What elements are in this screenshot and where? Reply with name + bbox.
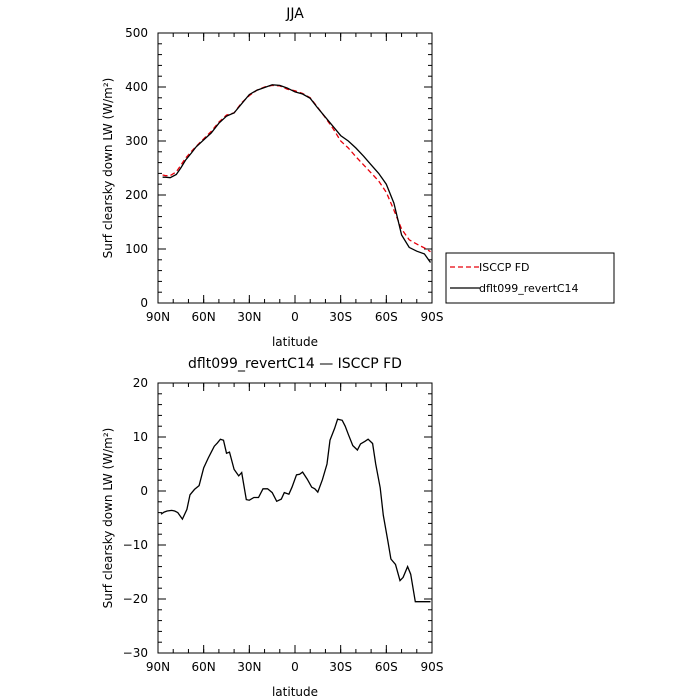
x-tick-label: 30N	[237, 310, 261, 324]
plot-frame	[157, 382, 433, 654]
y-tick-label: 400	[125, 80, 148, 94]
y-axis-label: Surf clearsky down LW (W/m²)	[101, 428, 115, 609]
x-tick-label: 60S	[375, 310, 398, 324]
chart-title: JJA	[285, 6, 304, 22]
y-tick-label: 0	[140, 296, 148, 310]
y-tick-label: −20	[123, 592, 148, 606]
legend-box	[445, 252, 615, 304]
x-tick-label: 90S	[421, 660, 444, 674]
bottom-panel: 90N 60N 30N 0 30S 60S 90S −30 −20 −10 0 10 20 dflt099…	[101, 356, 443, 699]
series-line-difference	[160, 418, 431, 603]
y-tick-label: 300	[125, 134, 148, 148]
y-tick-label: 500	[125, 26, 148, 40]
y-tick-label: −10	[123, 538, 148, 552]
legend: ISCCP FD dflt099_revertC14	[445, 252, 615, 304]
y-tick-label: 200	[125, 188, 148, 202]
x-tick-label: 60N	[192, 660, 216, 674]
y-tick-label: 100	[125, 242, 148, 256]
series-line-isccp-fd	[162, 84, 431, 253]
y-tick-label: 0	[140, 484, 148, 498]
x-tick-label: 60S	[375, 660, 398, 674]
x-axis-label: latitude	[272, 335, 318, 349]
chart-title: dflt099_revertC14 — ISCCP FD	[188, 356, 402, 372]
y-axis-label: Surf clearsky down LW (W/m²)	[101, 78, 115, 259]
x-tick-label: 30S	[329, 310, 352, 324]
x-axis-label: latitude	[272, 685, 318, 699]
top-panel: 90N 60N 30N 0 30S 60S 90S 0 100 200 300 400 500 JJA la…	[101, 6, 615, 349]
legend-entry: dflt099_revertC14	[479, 282, 579, 295]
legend-entry: ISCCP FD	[479, 261, 530, 274]
x-tick-label: 90N	[146, 310, 170, 324]
y-tick-label: −30	[123, 646, 148, 660]
x-tick-label: 90S	[421, 310, 444, 324]
x-tick-label: 0	[291, 310, 299, 324]
x-tick-label: 30S	[329, 660, 352, 674]
plot-frame	[157, 32, 433, 304]
x-tick-label: 90N	[146, 660, 170, 674]
y-tick-label: 10	[133, 430, 148, 444]
x-tick-label: 0	[291, 660, 299, 674]
x-tick-label: 30N	[237, 660, 261, 674]
x-tick-label: 60N	[192, 310, 216, 324]
series-line-dflt099-revertc14	[162, 84, 432, 263]
y-tick-label: 20	[133, 376, 148, 390]
